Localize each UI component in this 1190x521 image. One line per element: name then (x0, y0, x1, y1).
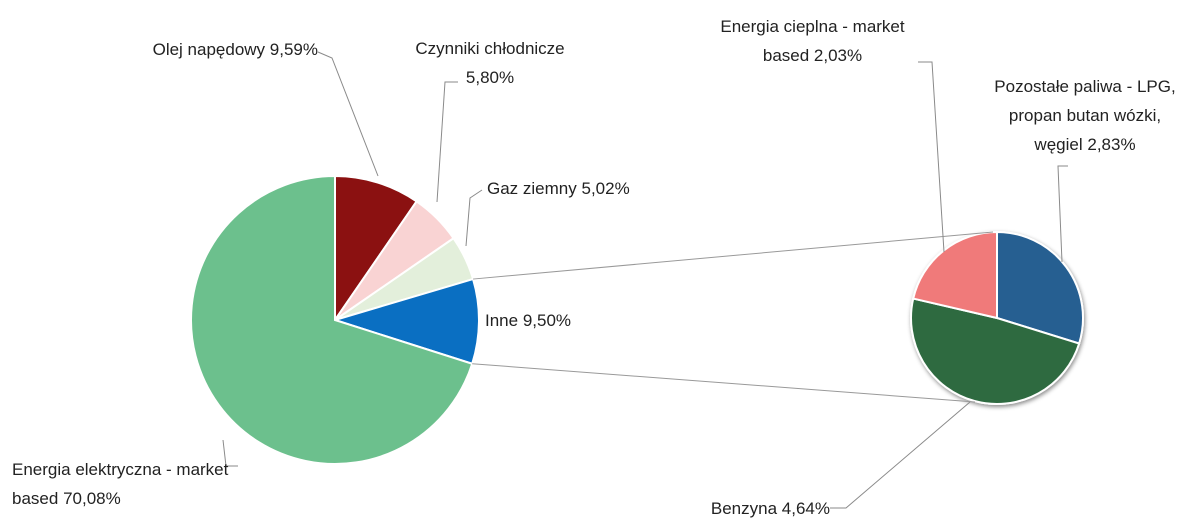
leader-line (222, 439, 238, 467)
data-label: Energia elektryczna - market based 70,08… (12, 455, 242, 513)
label-value: 2,83% (1087, 135, 1136, 154)
leader-line (436, 81, 458, 203)
data-label: Energia cieplna - market based 2,03% (715, 12, 910, 70)
label-value: 9,50% (522, 311, 572, 330)
leader-line (465, 189, 483, 247)
connector-line (473, 231, 994, 280)
label-value: 5,80% (465, 68, 515, 87)
leader-line (1057, 165, 1068, 263)
label-value: 4,64% (781, 499, 830, 518)
data-label: Czynniki chłodnicze 5,80% (380, 34, 600, 92)
label-name: Gaz ziemny (487, 179, 577, 198)
label-name: Czynniki chłodnicze (415, 39, 565, 58)
pie-slice (334, 174, 419, 324)
data-label: Benzyna 4,64% (690, 494, 830, 521)
label-name: Energia elektryczna - market based (12, 460, 229, 508)
label-value: 5,02% (581, 179, 630, 198)
label-value: 9,59% (269, 40, 318, 59)
label-name: Olej napędowy (152, 40, 266, 59)
leader-line (918, 61, 945, 253)
secondary-pie (910, 230, 1084, 405)
data-label: Olej napędowy 9,59% (60, 35, 318, 64)
pie-slice (910, 297, 1081, 405)
connector-line (472, 363, 976, 403)
data-label: Pozostałe paliwa - LPG, propan butan wóz… (985, 72, 1185, 159)
pie-slice (996, 230, 1084, 345)
data-label: Gaz ziemny 5,02% (487, 174, 707, 203)
connectors (472, 231, 994, 403)
pie-slice (331, 277, 480, 366)
data-label: Inne 9,50% (485, 306, 645, 335)
leader-line (317, 51, 379, 177)
label-value: 70,08% (63, 489, 121, 508)
leader-line (830, 401, 971, 509)
main-pie (190, 174, 480, 465)
label-name: Benzyna (710, 499, 778, 518)
label-name: Inne (485, 311, 519, 330)
label-name: Pozostałe paliwa - LPG, propan butan wóz… (994, 77, 1176, 154)
pie-slice (190, 174, 474, 465)
label-value: 2,03% (813, 46, 863, 65)
label-name: Energia cieplna - market based (720, 17, 905, 65)
